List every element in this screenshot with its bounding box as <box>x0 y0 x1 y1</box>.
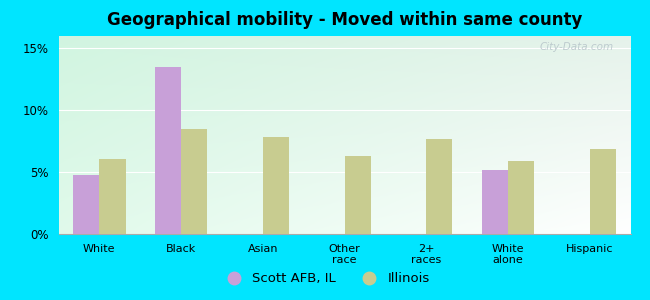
Bar <box>155 67 181 234</box>
Bar <box>263 137 289 234</box>
Bar <box>99 158 125 234</box>
Bar <box>181 129 207 234</box>
Text: City-Data.com: City-Data.com <box>540 42 614 52</box>
Bar <box>508 161 534 234</box>
Bar <box>482 170 508 234</box>
Bar <box>426 139 452 234</box>
Bar <box>73 175 99 234</box>
Bar <box>590 148 616 234</box>
Title: Geographical mobility - Moved within same county: Geographical mobility - Moved within sam… <box>107 11 582 29</box>
Legend: Scott AFB, IL, Illinois: Scott AFB, IL, Illinois <box>215 267 435 290</box>
Bar <box>344 156 370 234</box>
